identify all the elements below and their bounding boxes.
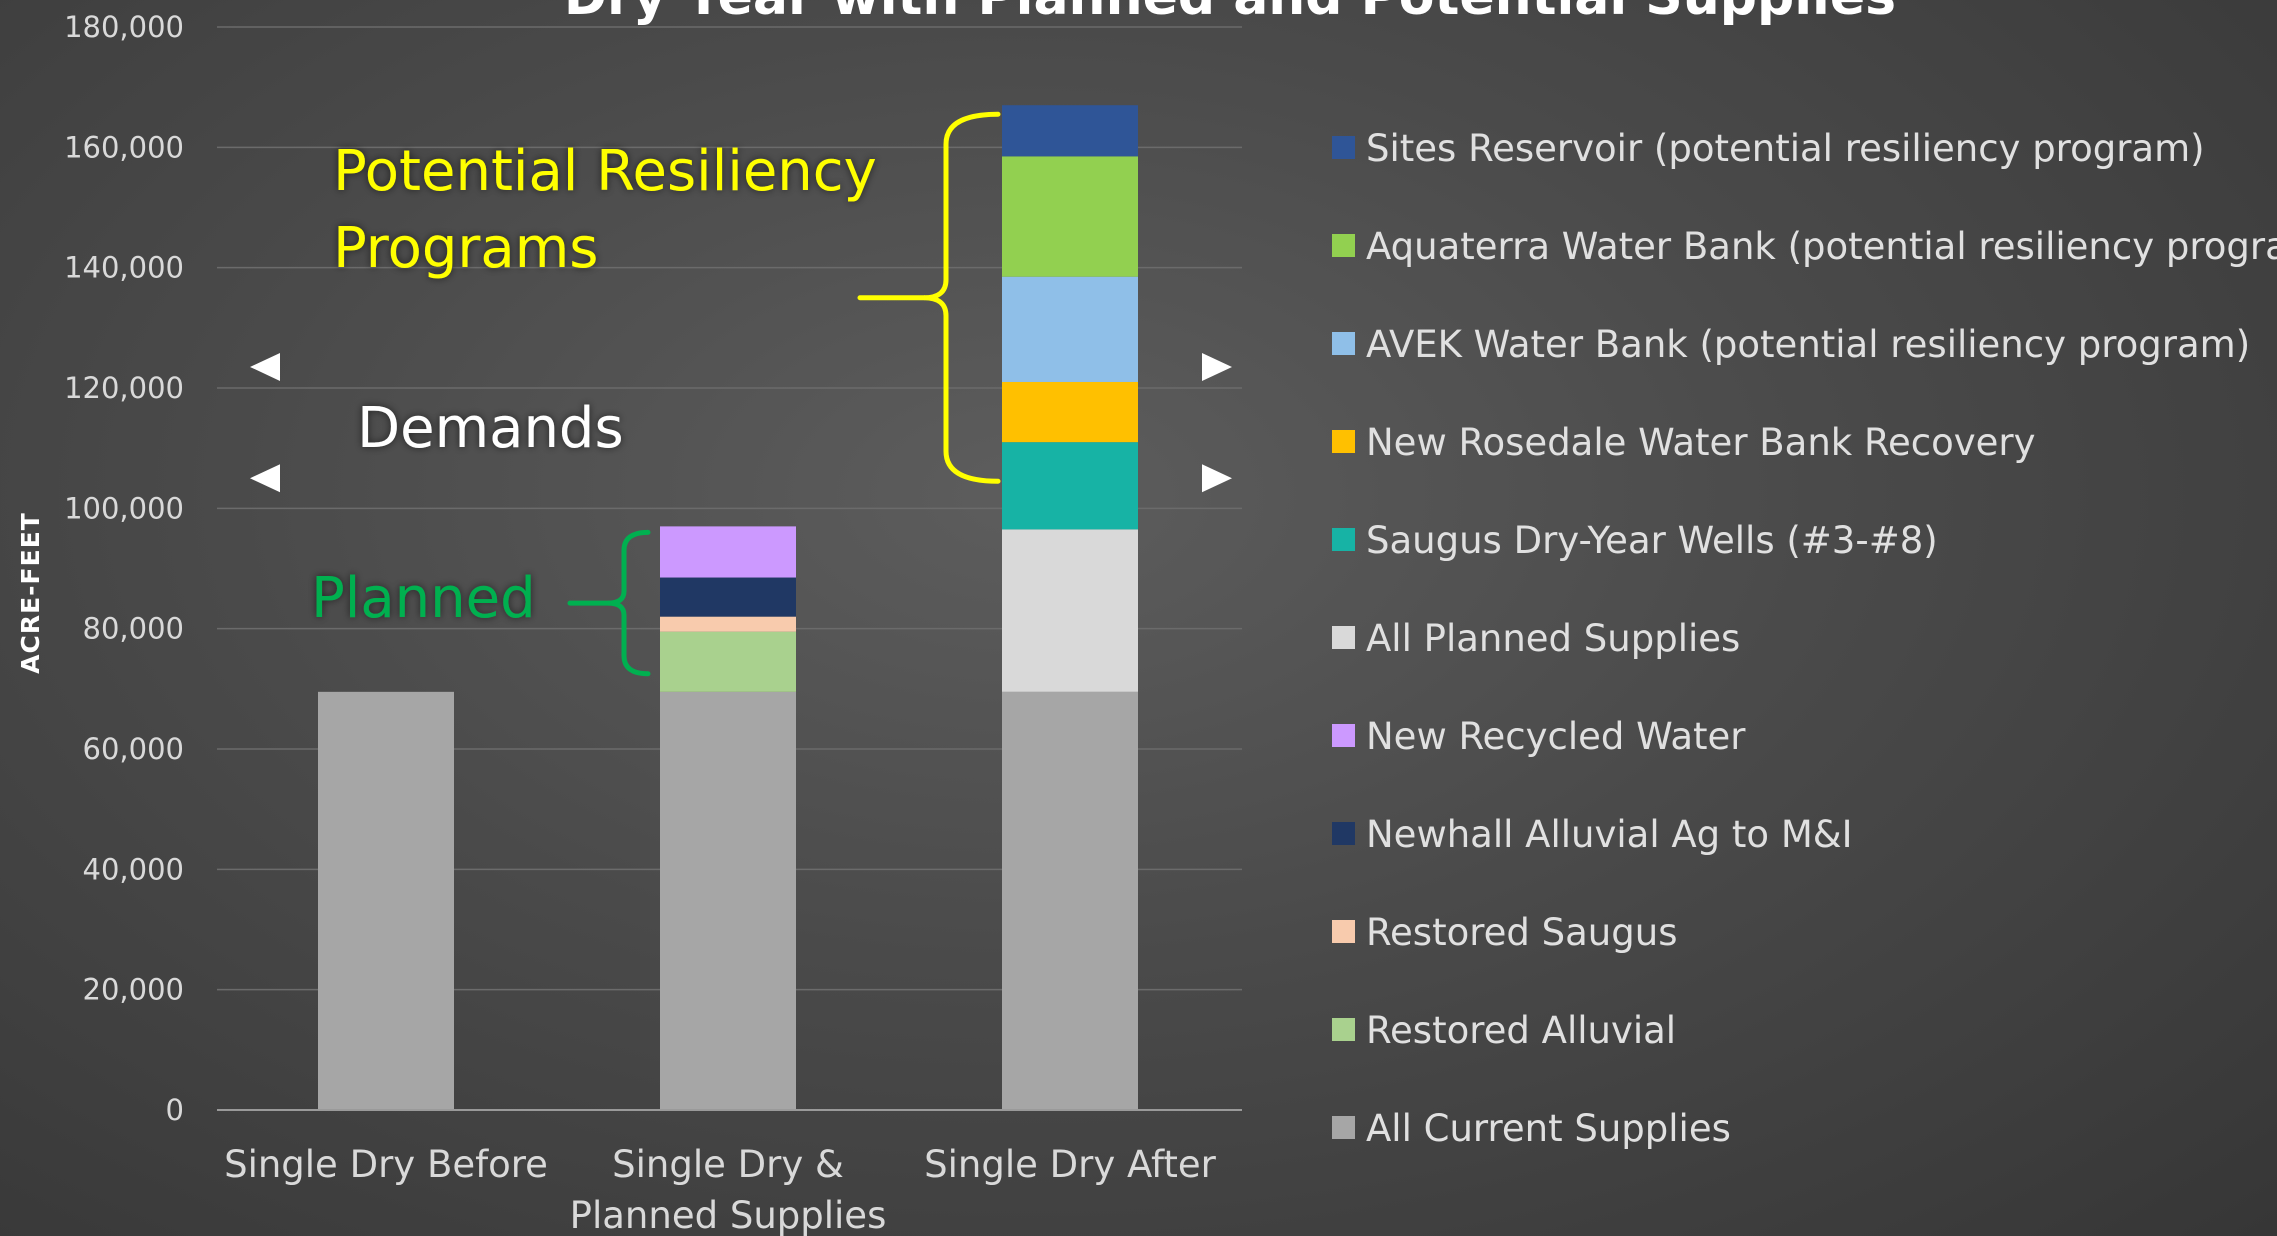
y-tick-label: 120,000 [64, 371, 184, 405]
bar-segment [1002, 442, 1138, 530]
legend-swatch [1332, 136, 1355, 159]
legend-entry: New Recycled Water [1366, 715, 1746, 758]
demands-upper-arrow-head-left [250, 352, 280, 381]
legend-swatch [1332, 822, 1355, 845]
x-axis-labels: Single Dry Before Single Dry & Planned Sup… [224, 1143, 1217, 1236]
y-tick-label: 0 [166, 1093, 184, 1127]
bar-segment [1002, 381, 1138, 443]
demands-upper-arrow-head-right [1202, 352, 1232, 381]
y-tick-label: 160,000 [64, 130, 184, 164]
bar-segment [660, 616, 796, 632]
legend-entry: Restored Saugus [1366, 911, 1677, 954]
legend-entry: Newhall Alluvial Ag to M&I [1366, 813, 1853, 856]
legend-swatch [1332, 1018, 1355, 1041]
x-tick-label: Single Dry & [612, 1143, 844, 1186]
legend-swatch [1332, 920, 1355, 943]
legend-swatch [1332, 430, 1355, 453]
legend-entry: Restored Alluvial [1366, 1009, 1676, 1052]
y-tick-label: 180,000 [64, 10, 184, 44]
legend-entry: All Planned Supplies [1366, 617, 1740, 660]
x-tick-label: Planned Supplies [570, 1194, 887, 1236]
bars [318, 105, 1138, 1110]
y-tick-label: 20,000 [83, 973, 184, 1007]
legend-swatch [1332, 528, 1355, 551]
y-axis-label: ACRE-FEET [16, 512, 45, 674]
annotations: Potential Resiliency Programs Demands Plann… [250, 111, 1232, 677]
planned-brace [607, 529, 651, 677]
legend-swatch [1332, 332, 1355, 355]
bar-segment [318, 691, 454, 1110]
legend-entry: AVEK Water Bank (potential resiliency pr… [1366, 323, 2250, 366]
bar-segment [1002, 529, 1138, 692]
bar-segment [660, 526, 796, 578]
legend-entry: New Rosedale Water Bank Recovery [1366, 421, 2036, 464]
x-tick-label: Single Dry After [924, 1143, 1217, 1186]
demands-lower-arrow-head-left [250, 464, 280, 493]
potential-programs-label: Potential Resiliency [333, 139, 877, 204]
legend-swatch [1332, 1116, 1355, 1139]
chart-title: Dry Year with Planned and Potential Supp… [564, 0, 1896, 27]
bar-segment [1002, 156, 1138, 277]
legend-entry: Saugus Dry-Year Wells (#3-#8) [1366, 519, 1938, 562]
legend-entry: Aquaterra Water Bank (potential resilien… [1366, 225, 2277, 268]
legend-swatch [1332, 234, 1355, 257]
y-axis: 0 20,000 40,000 60,000 80,000 100,000 120,000 1… [64, 10, 184, 1127]
y-tick-label: 40,000 [83, 852, 184, 886]
bar-segment [660, 577, 796, 617]
demands-lower-arrow-head-right [1202, 464, 1232, 493]
bar-segment [660, 631, 796, 692]
legend: Sites Reservoir (potential resiliency pr… [1332, 127, 2277, 1150]
bar-segment [1002, 105, 1138, 157]
legend-swatch [1332, 626, 1355, 649]
demands-label: Demands [357, 396, 624, 461]
y-tick-label: 60,000 [83, 732, 184, 766]
legend-entry: All Current Supplies [1366, 1107, 1731, 1150]
legend-entry: Sites Reservoir (potential resiliency pr… [1366, 127, 2205, 170]
planned-label: Planned [311, 566, 536, 631]
y-tick-label: 100,000 [64, 491, 184, 525]
y-tick-label: 140,000 [64, 251, 184, 285]
bar-segment [660, 691, 796, 1110]
legend-swatch [1332, 724, 1355, 747]
potential-programs-label: Programs [333, 216, 598, 281]
y-tick-label: 80,000 [83, 612, 184, 646]
bar-segment [1002, 691, 1138, 1110]
potential-brace [923, 111, 1001, 484]
x-tick-label: Single Dry Before [224, 1143, 548, 1186]
